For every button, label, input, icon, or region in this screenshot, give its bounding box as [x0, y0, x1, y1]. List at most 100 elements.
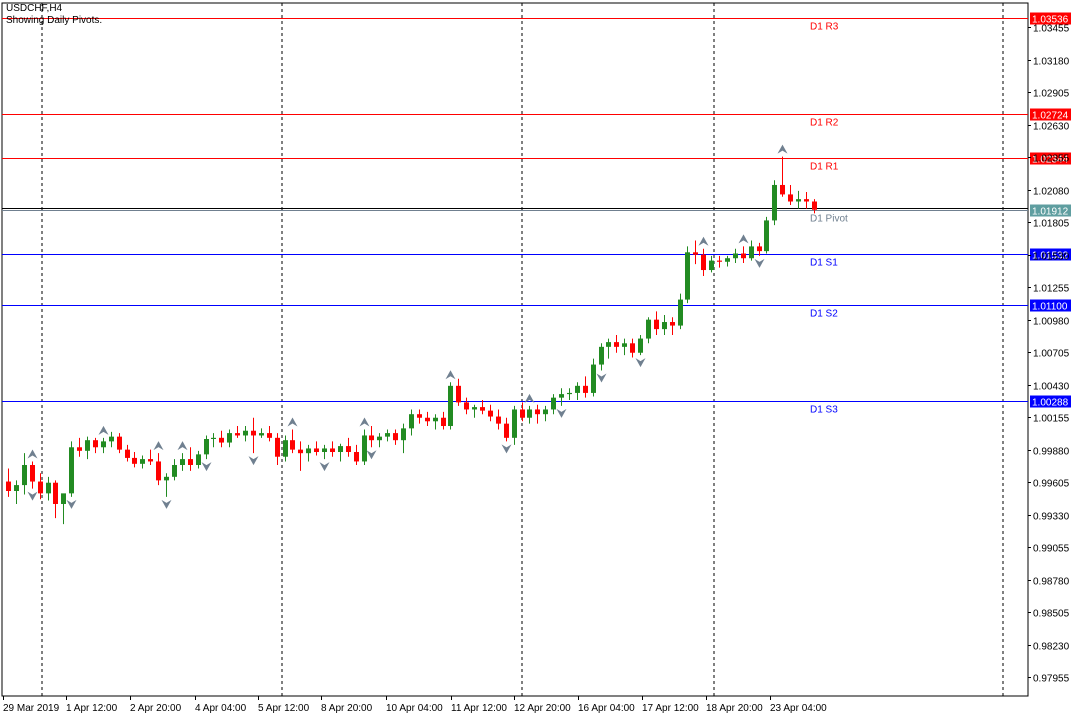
bull-candle[interactable]	[543, 405, 548, 422]
bull-candle[interactable]	[204, 435, 209, 460]
bull-candle[interactable]	[559, 388, 564, 406]
bull-candle[interactable]	[164, 473, 169, 497]
bear-candle[interactable]	[670, 317, 675, 336]
bull-candle[interactable]	[377, 433, 382, 448]
bear-candle[interactable]	[346, 437, 351, 457]
bear-candle[interactable]	[741, 246, 746, 263]
bear-candle[interactable]	[788, 184, 793, 206]
bull-candle[interactable]	[338, 443, 343, 462]
bear-candle[interactable]	[77, 437, 82, 457]
bear-candle[interactable]	[298, 441, 303, 471]
bull-candle[interactable]	[796, 190, 801, 209]
bear-candle[interactable]	[456, 378, 461, 406]
bear-candle[interactable]	[480, 400, 485, 415]
bear-candle[interactable]	[425, 411, 430, 427]
bear-candle[interactable]	[630, 338, 635, 358]
bear-candle[interactable]	[535, 404, 540, 424]
bear-candle[interactable]	[251, 417, 256, 454]
bull-candle[interactable]	[527, 405, 532, 424]
bear-candle[interactable]	[38, 473, 43, 500]
bull-candle[interactable]	[772, 180, 777, 226]
bull-candle[interactable]	[385, 429, 390, 442]
bear-candle[interactable]	[53, 480, 58, 519]
bull-candle[interactable]	[599, 343, 604, 371]
bear-candle[interactable]	[780, 156, 785, 197]
bull-candle[interactable]	[472, 404, 477, 418]
bear-candle[interactable]	[30, 461, 35, 489]
bear-candle[interactable]	[614, 335, 619, 353]
bear-candle[interactable]	[156, 453, 161, 486]
bear-candle[interactable]	[235, 426, 240, 438]
bull-candle[interactable]	[306, 444, 311, 462]
bear-candle[interactable]	[693, 240, 698, 265]
bear-candle[interactable]	[125, 444, 130, 462]
bear-candle[interactable]	[496, 409, 501, 430]
bull-candle[interactable]	[196, 450, 201, 469]
bull-candle[interactable]	[180, 453, 185, 471]
bear-candle[interactable]	[117, 433, 122, 454]
bull-candle[interactable]	[433, 414, 438, 430]
bear-candle[interactable]	[6, 468, 11, 497]
bull-candle[interactable]	[749, 240, 754, 261]
bull-candle[interactable]	[662, 314, 667, 336]
bear-candle[interactable]	[330, 441, 335, 457]
bull-candle[interactable]	[764, 216, 769, 254]
bear-candle[interactable]	[417, 409, 422, 424]
bull-candle[interactable]	[109, 431, 114, 448]
bear-candle[interactable]	[583, 376, 588, 398]
bear-candle[interactable]	[488, 404, 493, 422]
bear-candle[interactable]	[188, 447, 193, 471]
bear-candle[interactable]	[717, 255, 722, 268]
bull-candle[interactable]	[362, 429, 367, 465]
bull-candle[interactable]	[401, 423, 406, 454]
bull-candle[interactable]	[551, 394, 556, 415]
bull-candle[interactable]	[725, 255, 730, 267]
bull-candle[interactable]	[172, 459, 177, 481]
bull-candle[interactable]	[409, 409, 414, 436]
bear-candle[interactable]	[354, 444, 359, 465]
bull-candle[interactable]	[283, 435, 288, 462]
bull-candle[interactable]	[448, 382, 453, 430]
bull-candle[interactable]	[69, 441, 74, 497]
bear-candle[interactable]	[93, 437, 98, 454]
bear-candle[interactable]	[464, 397, 469, 415]
bear-candle[interactable]	[290, 429, 295, 454]
bull-candle[interactable]	[638, 335, 643, 356]
bull-candle[interactable]	[733, 248, 738, 263]
bull-candle[interactable]	[46, 476, 51, 501]
bear-candle[interactable]	[132, 452, 137, 468]
bear-candle[interactable]	[812, 199, 817, 214]
bull-candle[interactable]	[140, 455, 145, 469]
bear-candle[interactable]	[148, 449, 153, 465]
bear-candle[interactable]	[701, 248, 706, 276]
bull-candle[interactable]	[622, 338, 627, 356]
bull-candle[interactable]	[575, 382, 580, 401]
bull-candle[interactable]	[22, 453, 27, 495]
bull-candle[interactable]	[14, 480, 19, 504]
bull-candle[interactable]	[322, 444, 327, 460]
bear-candle[interactable]	[504, 417, 509, 442]
bear-candle[interactable]	[219, 430, 224, 448]
bull-candle[interactable]	[61, 493, 66, 525]
bull-candle[interactable]	[685, 246, 690, 304]
bear-candle[interactable]	[757, 242, 762, 256]
bull-candle[interactable]	[678, 293, 683, 330]
bull-candle[interactable]	[709, 255, 714, 273]
bear-candle[interactable]	[804, 192, 809, 209]
bear-candle[interactable]	[393, 429, 398, 445]
bull-candle[interactable]	[512, 405, 517, 445]
bear-candle[interactable]	[520, 402, 525, 422]
bear-candle[interactable]	[441, 411, 446, 430]
bull-candle[interactable]	[243, 426, 248, 442]
bull-candle[interactable]	[606, 338, 611, 359]
bull-candle[interactable]	[591, 358, 596, 397]
bull-candle[interactable]	[211, 433, 216, 448]
bull-candle[interactable]	[259, 428, 264, 438]
bull-candle[interactable]	[101, 437, 106, 454]
bear-candle[interactable]	[267, 426, 272, 442]
bear-candle[interactable]	[369, 426, 374, 448]
bear-candle[interactable]	[314, 441, 319, 456]
bull-candle[interactable]	[567, 388, 572, 401]
